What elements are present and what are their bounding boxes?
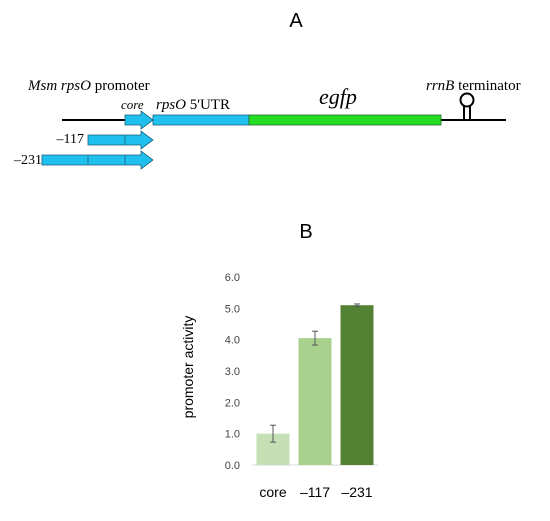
promoter-label: Msm rpsO promoter [27, 78, 150, 94]
core-label: core [121, 97, 144, 112]
x-tick-label: –231 [341, 484, 372, 500]
promoter-117-arrow [87, 130, 154, 150]
y-tick-label: 5.0 [225, 303, 240, 315]
promoter-231-arrow [41, 150, 154, 170]
y-tick-label: 3.0 [225, 366, 240, 378]
y-tick-label: 6.0 [225, 272, 240, 284]
terminator-label: rrnB terminator [426, 78, 521, 94]
y-tick-label: 2.0 [225, 397, 240, 409]
y-axis-label: promoter activity [180, 316, 196, 419]
y-tick-label: 4.0 [225, 335, 240, 347]
variant-label-117: –117 [56, 132, 84, 147]
utr-label: rpsO 5'UTR [156, 97, 230, 113]
bar [340, 305, 374, 465]
y-tick-label: 0.0 [225, 460, 240, 472]
x-tick-label: core [259, 484, 286, 500]
panel-a-label: A [289, 10, 303, 32]
utr-box [152, 114, 250, 126]
variant-label-231: –231 [13, 153, 42, 168]
terminator-loop-icon [459, 92, 475, 108]
x-tick-label: –117 [300, 484, 330, 500]
y-tick-label: 1.0 [225, 429, 240, 441]
panel-b-label: B [299, 221, 312, 243]
egfp-label: egfp [319, 84, 357, 109]
terminator-stem [463, 106, 471, 120]
bar [298, 338, 332, 465]
bar-chart: 0.0 1.0 2.0 3.0 4.0 5.0 6.0 core –117 –231 [225, 272, 378, 500]
core-promoter-arrow [124, 110, 154, 130]
egfp-box [248, 114, 442, 126]
